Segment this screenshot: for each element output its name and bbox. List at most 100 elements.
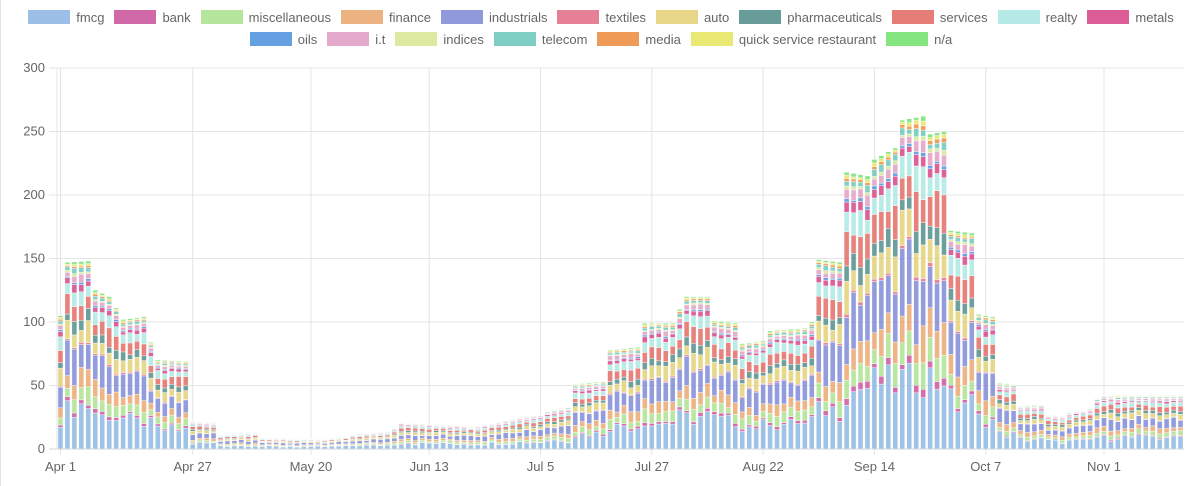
legend-item[interactable]: pharmaceuticals <box>739 10 882 25</box>
bar-segment-metals <box>99 307 105 313</box>
bar-segment-telecom <box>642 327 648 331</box>
legend-item[interactable]: realty <box>997 10 1077 25</box>
bar-segment-realty <box>113 326 119 337</box>
legend-item[interactable]: bank <box>114 10 191 25</box>
bar-segment-n-a <box>1122 395 1128 397</box>
bar-segment-services <box>1080 416 1086 420</box>
bar-segment-realty <box>656 337 662 348</box>
bar-segment-telecom <box>141 320 147 323</box>
legend-item[interactable]: media <box>597 31 681 47</box>
legend-item[interactable]: industrials <box>440 10 547 25</box>
legend-label: media <box>645 31 681 47</box>
bar-segment-miscellaneous <box>941 355 947 379</box>
bar-segment-quick-service-restaurant <box>71 264 78 267</box>
bar-segment-media <box>948 234 954 237</box>
bar-segment-indices <box>85 271 92 274</box>
bar-segment-auto <box>447 433 453 437</box>
bar-segment-miscellaneous <box>850 369 857 387</box>
bar-segment-pharmaceuticals <box>579 403 585 408</box>
bar-segment-metals <box>996 389 1003 393</box>
legend-item[interactable]: indices <box>395 32 484 47</box>
bar-segment-media <box>878 161 885 165</box>
bar-segment-textiles <box>697 368 704 371</box>
bar-segment-fmcg <box>948 388 954 450</box>
bar-segment-finance <box>127 395 133 405</box>
legend-item[interactable]: finance <box>341 10 431 25</box>
legend-item[interactable]: auto <box>655 10 729 25</box>
bar-segment-services <box>1170 406 1177 411</box>
legend-swatch <box>739 10 782 24</box>
bar-segment-i-t <box>600 386 606 389</box>
bar-segment-fmcg <box>440 442 446 450</box>
x-tick-label: Jun 13 <box>410 459 449 474</box>
bar-segment-bank <box>829 402 836 408</box>
bar-segment-textiles <box>871 278 878 282</box>
legend-item[interactable]: fmcg <box>28 10 104 25</box>
legend-item[interactable]: telecom <box>493 32 587 47</box>
bar-segment-telecom <box>843 181 850 187</box>
bar-segment-i-t <box>141 323 147 327</box>
bar-segment-metals <box>1073 413 1079 416</box>
bar-segment-realty <box>134 334 140 342</box>
bar-segment-industrials <box>955 333 961 378</box>
bar-segment-pharmaceuticals <box>141 355 147 361</box>
legend-item[interactable]: services <box>891 10 988 25</box>
bar-segment-realty <box>1129 402 1135 408</box>
bar-segment-industrials <box>329 442 335 445</box>
bar-segment-finance <box>899 315 905 344</box>
bar-segment-oils <box>927 165 933 170</box>
bar-segment-fmcg <box>593 431 599 450</box>
bar-segment-services <box>635 367 641 380</box>
bar-segment-finance <box>440 438 446 441</box>
bar-segment-finance <box>843 364 850 381</box>
bar-segment-telecom <box>809 325 815 329</box>
bar-segment-metals <box>885 181 892 189</box>
bar-segment-miscellaneous <box>57 417 64 426</box>
bar-segment-pharmaceuticals <box>1149 410 1156 414</box>
legend-item[interactable]: quick service restaurant <box>690 32 876 47</box>
bar-segment-telecom <box>718 325 725 328</box>
bar-segment-metals <box>113 321 119 328</box>
bar-segment-i-t <box>176 365 182 369</box>
bar-segment-fmcg <box>725 415 732 450</box>
bar-segment-miscellaneous <box>71 399 78 414</box>
bar-segment-metals <box>836 279 843 287</box>
bar-segment-oils <box>823 277 829 281</box>
legend-item[interactable]: textiles <box>557 10 646 25</box>
bar-segment-metals <box>155 368 161 371</box>
bar-segment-auto <box>593 402 599 411</box>
legend-label: pharmaceuticals <box>787 9 882 25</box>
bar-segment-n-a <box>913 117 919 121</box>
legend-item[interactable]: metals <box>1087 10 1174 25</box>
bar-segment-metals <box>600 388 606 392</box>
bar-segment-miscellaneous <box>934 358 940 382</box>
legend-label: i.t <box>375 31 386 47</box>
bar-segment-n-a <box>878 155 885 160</box>
bar-segment-metals <box>71 284 78 294</box>
bar-segment-fmcg <box>1031 439 1038 450</box>
bar-segment-i-t <box>169 365 175 368</box>
bar-segment-pharmaceuticals <box>976 349 982 358</box>
bar-segment-n-a <box>628 347 634 350</box>
bar-segment-fmcg <box>823 415 829 450</box>
legend-item[interactable]: n/a <box>886 32 952 47</box>
bar-segment-oils <box>962 253 968 257</box>
bar-segment-bank <box>106 416 112 421</box>
bar-segment-services <box>711 344 718 358</box>
legend-swatch <box>1087 10 1130 24</box>
bar-segment-auto <box>92 342 98 355</box>
bar-segment-auto <box>252 437 258 441</box>
bar-segment-i-t <box>607 355 613 361</box>
bar-segment-fmcg <box>509 444 516 450</box>
legend-item[interactable]: i.t <box>327 32 385 47</box>
legend-item[interactable]: miscellaneous <box>200 10 331 25</box>
bar-segment-metals <box>635 357 641 361</box>
bar-segment-metals <box>579 391 585 394</box>
bar-segment-auto <box>711 361 718 378</box>
legend-item[interactable]: oils <box>249 32 317 47</box>
bar-segment-services <box>155 378 161 385</box>
bar-segment-i-t <box>871 178 878 187</box>
bar-segment-miscellaneous <box>899 342 905 365</box>
bar-segment-auto <box>106 352 112 365</box>
bar-segment-miscellaneous <box>1149 430 1156 436</box>
